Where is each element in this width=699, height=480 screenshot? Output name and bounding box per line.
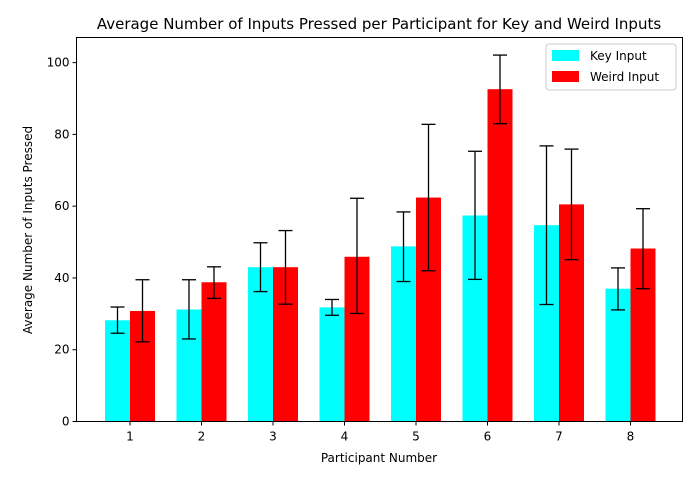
x-tick-label-8: 8	[627, 430, 635, 444]
plot-frame	[76, 37, 683, 422]
y-tick-label-60: 60	[54, 199, 69, 213]
plot-area	[105, 54, 656, 422]
bar-key-input-8	[605, 288, 631, 422]
y-tick-label-40: 40	[54, 271, 69, 285]
error-bar-weird-input-5	[421, 123, 436, 272]
legend-label-weird-input: Weird Input	[590, 70, 659, 84]
error-bar-weird-input-4	[350, 197, 364, 315]
error-bar-key-input-7	[539, 145, 554, 306]
legend: Key Input Weird Input	[545, 43, 677, 91]
error-bar-weird-input-8	[636, 208, 650, 290]
x-tick-label-7: 7	[555, 430, 563, 444]
x-axis-label: Participant Number	[321, 451, 437, 465]
error-bar-key-input-4	[325, 298, 339, 316]
bar-weird-input-6	[487, 89, 513, 422]
y-tick-label-80: 80	[54, 127, 69, 141]
legend-swatch-weird-input	[552, 71, 579, 82]
x-tick-label-2: 2	[198, 430, 206, 444]
error-bar-key-input-2	[182, 279, 196, 340]
error-bar-weird-input-7	[564, 148, 579, 261]
error-bar-key-input-8	[611, 267, 625, 311]
error-bar-key-input-5	[396, 211, 411, 283]
bar-key-input-4	[319, 307, 345, 422]
legend-swatch-key-input	[552, 50, 579, 61]
x-tick-label-6: 6	[484, 430, 492, 444]
bar-key-input-3	[248, 267, 273, 422]
chart-title: Average Number of Inputs Pressed per Par…	[97, 15, 662, 33]
error-bar-weird-input-1	[135, 279, 150, 343]
x-tick-label-4: 4	[341, 430, 349, 444]
bar-key-input-1	[105, 320, 130, 422]
y-tick-label-20: 20	[54, 343, 69, 357]
error-bar-key-input-1	[110, 306, 125, 334]
y-tick-label-100: 100	[47, 56, 70, 70]
error-bar-weird-input-3	[278, 229, 293, 305]
error-bar-weird-input-6	[493, 54, 507, 125]
error-bar-key-input-6	[468, 150, 482, 281]
y-tick-label-0: 0	[62, 415, 70, 429]
x-tick-label-5: 5	[412, 430, 420, 444]
legend-label-key-input: Key Input	[590, 49, 647, 63]
error-bar-weird-input-2	[207, 266, 221, 300]
bar-weird-input-2	[201, 282, 227, 422]
y-axis-label: Average Number of Inputs Pressed	[21, 126, 35, 334]
x-tick-label-3: 3	[269, 430, 277, 444]
x-tick-label-1: 1	[126, 430, 134, 444]
error-bar-key-input-3	[253, 242, 268, 293]
